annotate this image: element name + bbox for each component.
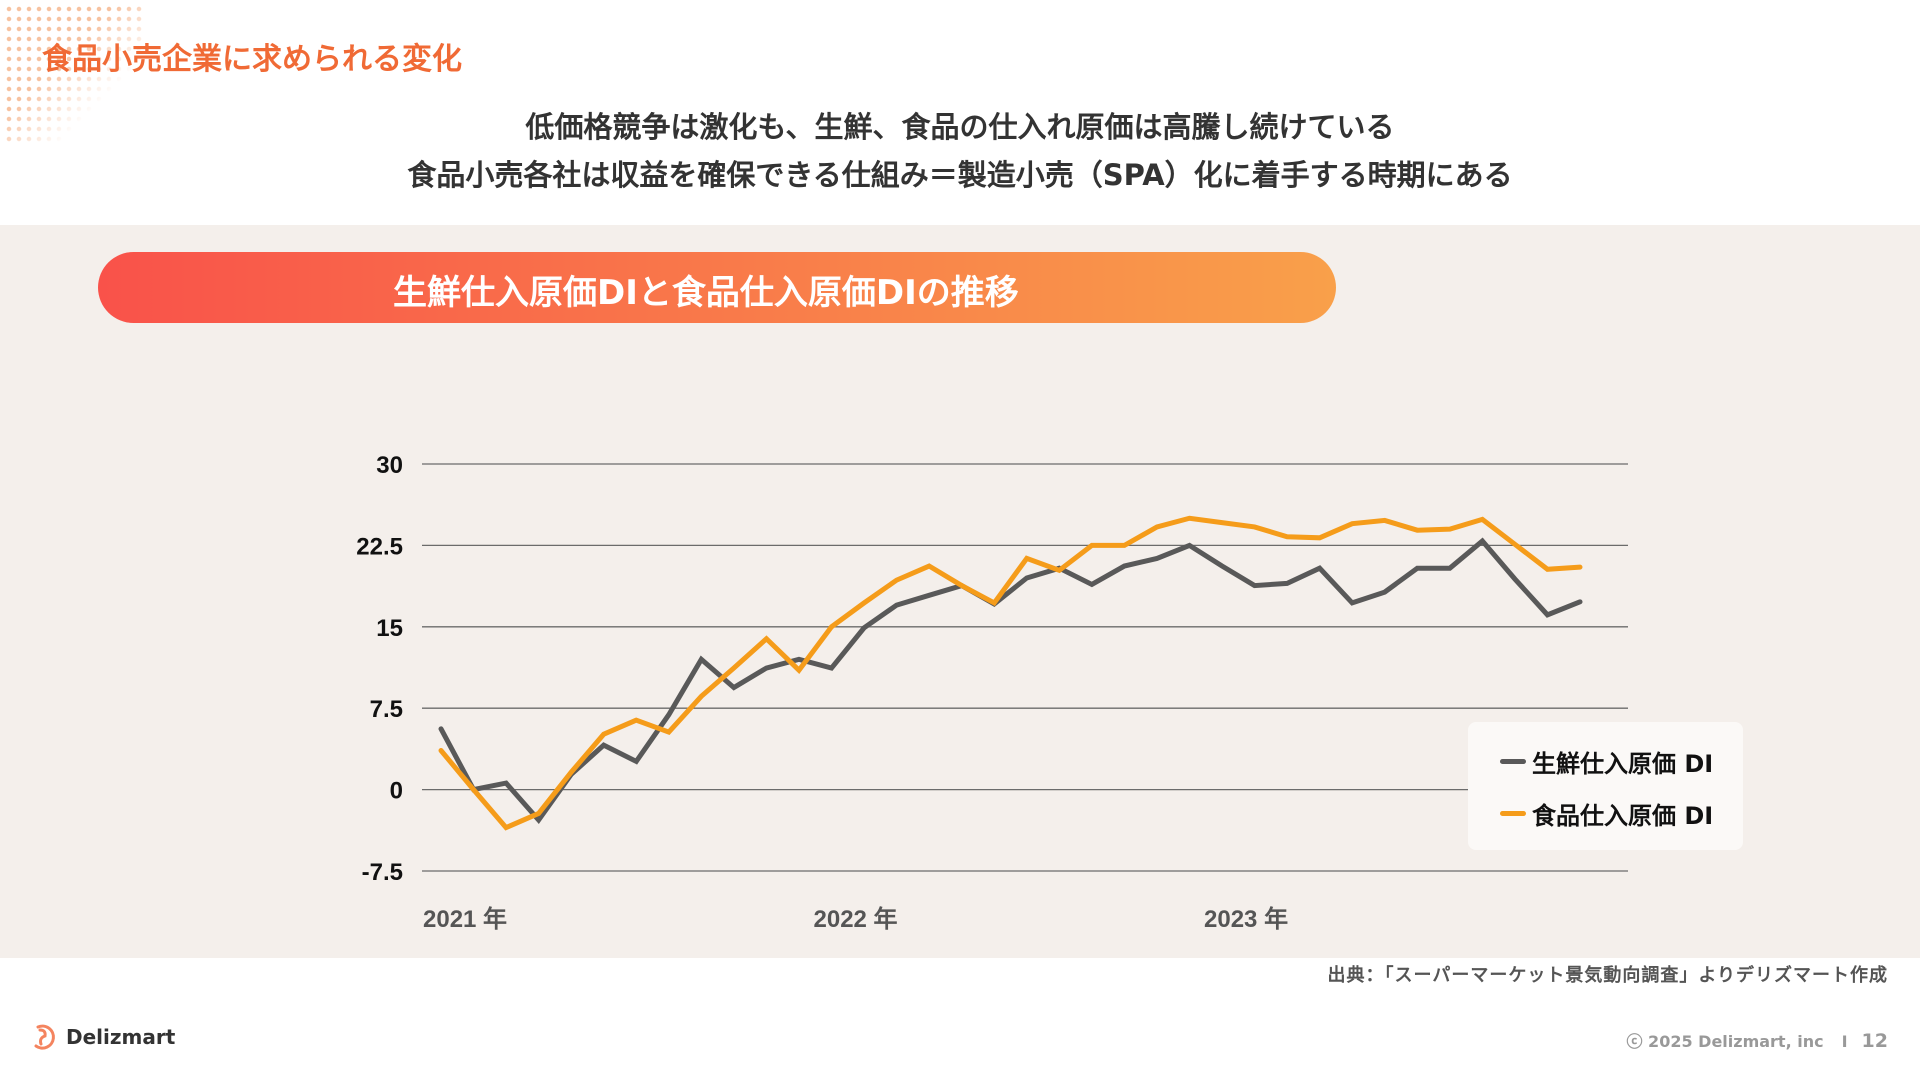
subtitle-line-2: 食品小売各社は収益を確保できる仕組み＝製造小売（SPA）化に着手する時期にある xyxy=(407,158,1513,192)
chart-title-banner: 生鮮仕入原価DIと食品仕入原価DIの推移 xyxy=(98,252,1336,323)
legend-item-fresh: 生鮮仕入原価 DI xyxy=(1500,744,1713,779)
chart-title: 生鮮仕入原価DIと食品仕入原価DIの推移 xyxy=(393,273,1019,313)
legend-label: 食品仕入原価 DI xyxy=(1532,802,1714,830)
y-tick-label: 22.5 xyxy=(356,533,403,560)
y-tick-label: 15 xyxy=(376,615,403,642)
separator: I xyxy=(1841,1032,1848,1051)
source-note: 出典：「スーパーマーケット景気動向調査」よりデリズマート作成 xyxy=(1327,965,1888,986)
y-tick-label: 30 xyxy=(376,452,403,479)
legend-swatch-food xyxy=(1500,811,1526,816)
decorative-dots xyxy=(4,4,144,144)
legend-item-food: 食品仕入原価 DI xyxy=(1500,796,1713,831)
logo-icon xyxy=(34,1024,55,1050)
copyright-text: ⓒ 2025 Delizmart, inc xyxy=(1626,1032,1824,1051)
series-line-0 xyxy=(438,537,1583,825)
x-tick-label: 2022 年 xyxy=(814,905,898,933)
x-tick-label: 2021 年 xyxy=(423,905,507,933)
copyright: ⓒ 2025 Delizmart, inc I 12 xyxy=(1626,1028,1888,1052)
legend-swatch-fresh xyxy=(1500,759,1526,764)
page-number: 12 xyxy=(1861,1030,1888,1052)
y-tick-label: -7.5 xyxy=(362,859,403,886)
subtitle-line-1: 低価格競争は激化も、生鮮、食品の仕入れ原価は高騰し続けている xyxy=(525,110,1395,144)
page-title: 食品小売企業に求められる変化 xyxy=(42,42,462,77)
y-tick-label: 0 xyxy=(390,778,403,805)
x-tick-label: 2023 年 xyxy=(1204,905,1288,933)
y-tick-label: 7.5 xyxy=(370,696,403,723)
logo: Delizmart xyxy=(30,1022,175,1052)
legend-label: 生鮮仕入原価 DI xyxy=(1532,750,1714,778)
chart-legend: 生鮮仕入原価 DI 食品仕入原価 DI xyxy=(1468,722,1743,850)
series-line-1 xyxy=(438,515,1583,831)
logo-text: Delizmart xyxy=(66,1025,176,1049)
